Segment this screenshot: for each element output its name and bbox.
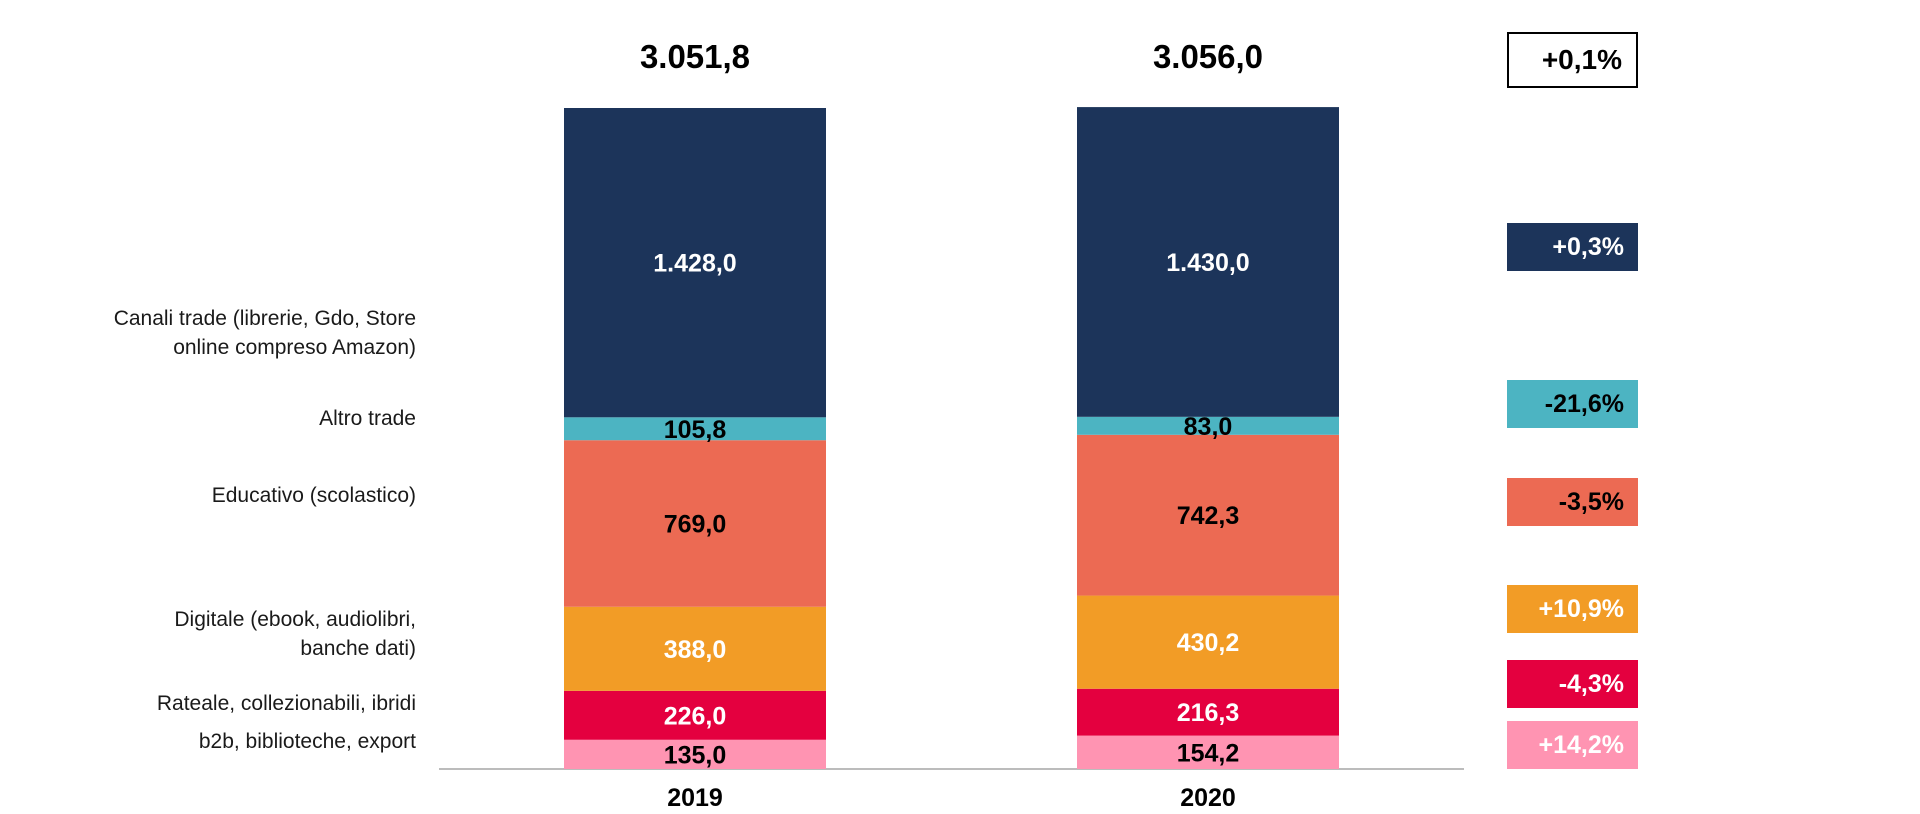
data-label: 742,3	[1177, 502, 1240, 530]
series-label: Altro trade	[319, 407, 416, 430]
data-label: 83,0	[1184, 413, 1233, 441]
bar-segment	[564, 440, 826, 607]
data-label: 388,0	[664, 636, 727, 664]
series-label: b2b, biblioteche, export	[198, 730, 416, 753]
bar-segment	[1077, 416, 1339, 435]
data-label: 430,2	[1177, 629, 1240, 657]
change-badge: +14,2%	[1507, 721, 1638, 769]
series-label: Rateale, collezionabili, ibridi	[156, 692, 416, 715]
bar-segment	[564, 606, 826, 691]
data-label: 105,8	[664, 416, 727, 444]
bar-segment	[1077, 107, 1339, 417]
series-label: Digitale (ebook, audiolibri, banche dati…	[174, 608, 416, 660]
series-label: Canali trade (librerie, Gdo, Store onlin…	[113, 307, 416, 359]
bar-segment	[564, 417, 826, 441]
data-label: 135,0	[664, 741, 727, 769]
x-tick-label: 2020	[1180, 784, 1236, 812]
bar-segment	[1077, 688, 1339, 736]
bar-segment	[1077, 434, 1339, 596]
series-label: Educativo (scolastico)	[211, 484, 416, 507]
bar-segment	[564, 690, 826, 740]
bar-segment	[1077, 595, 1339, 689]
data-label: 1.430,0	[1166, 249, 1249, 277]
data-label: 226,0	[664, 702, 727, 730]
x-tick-label: 2019	[667, 784, 723, 812]
change-badge: +10,9%	[1507, 585, 1638, 633]
total-change-badge: +0,1%	[1507, 32, 1638, 88]
change-badge: -21,6%	[1507, 380, 1638, 428]
total-label: 3.051,8	[639, 38, 751, 75]
data-label: 769,0	[664, 510, 727, 538]
total-label: 3.056,0	[1152, 38, 1264, 75]
bar-segment	[564, 108, 826, 418]
change-badge: +0,3%	[1507, 223, 1638, 271]
change-badge: -3,5%	[1507, 478, 1638, 526]
data-label: 216,3	[1177, 699, 1240, 727]
data-label: 154,2	[1177, 739, 1240, 767]
bar-segment	[1077, 735, 1339, 769]
data-label: 1.428,0	[653, 250, 736, 278]
change-badge: -4,3%	[1507, 660, 1638, 708]
bar-segment	[564, 739, 826, 769]
